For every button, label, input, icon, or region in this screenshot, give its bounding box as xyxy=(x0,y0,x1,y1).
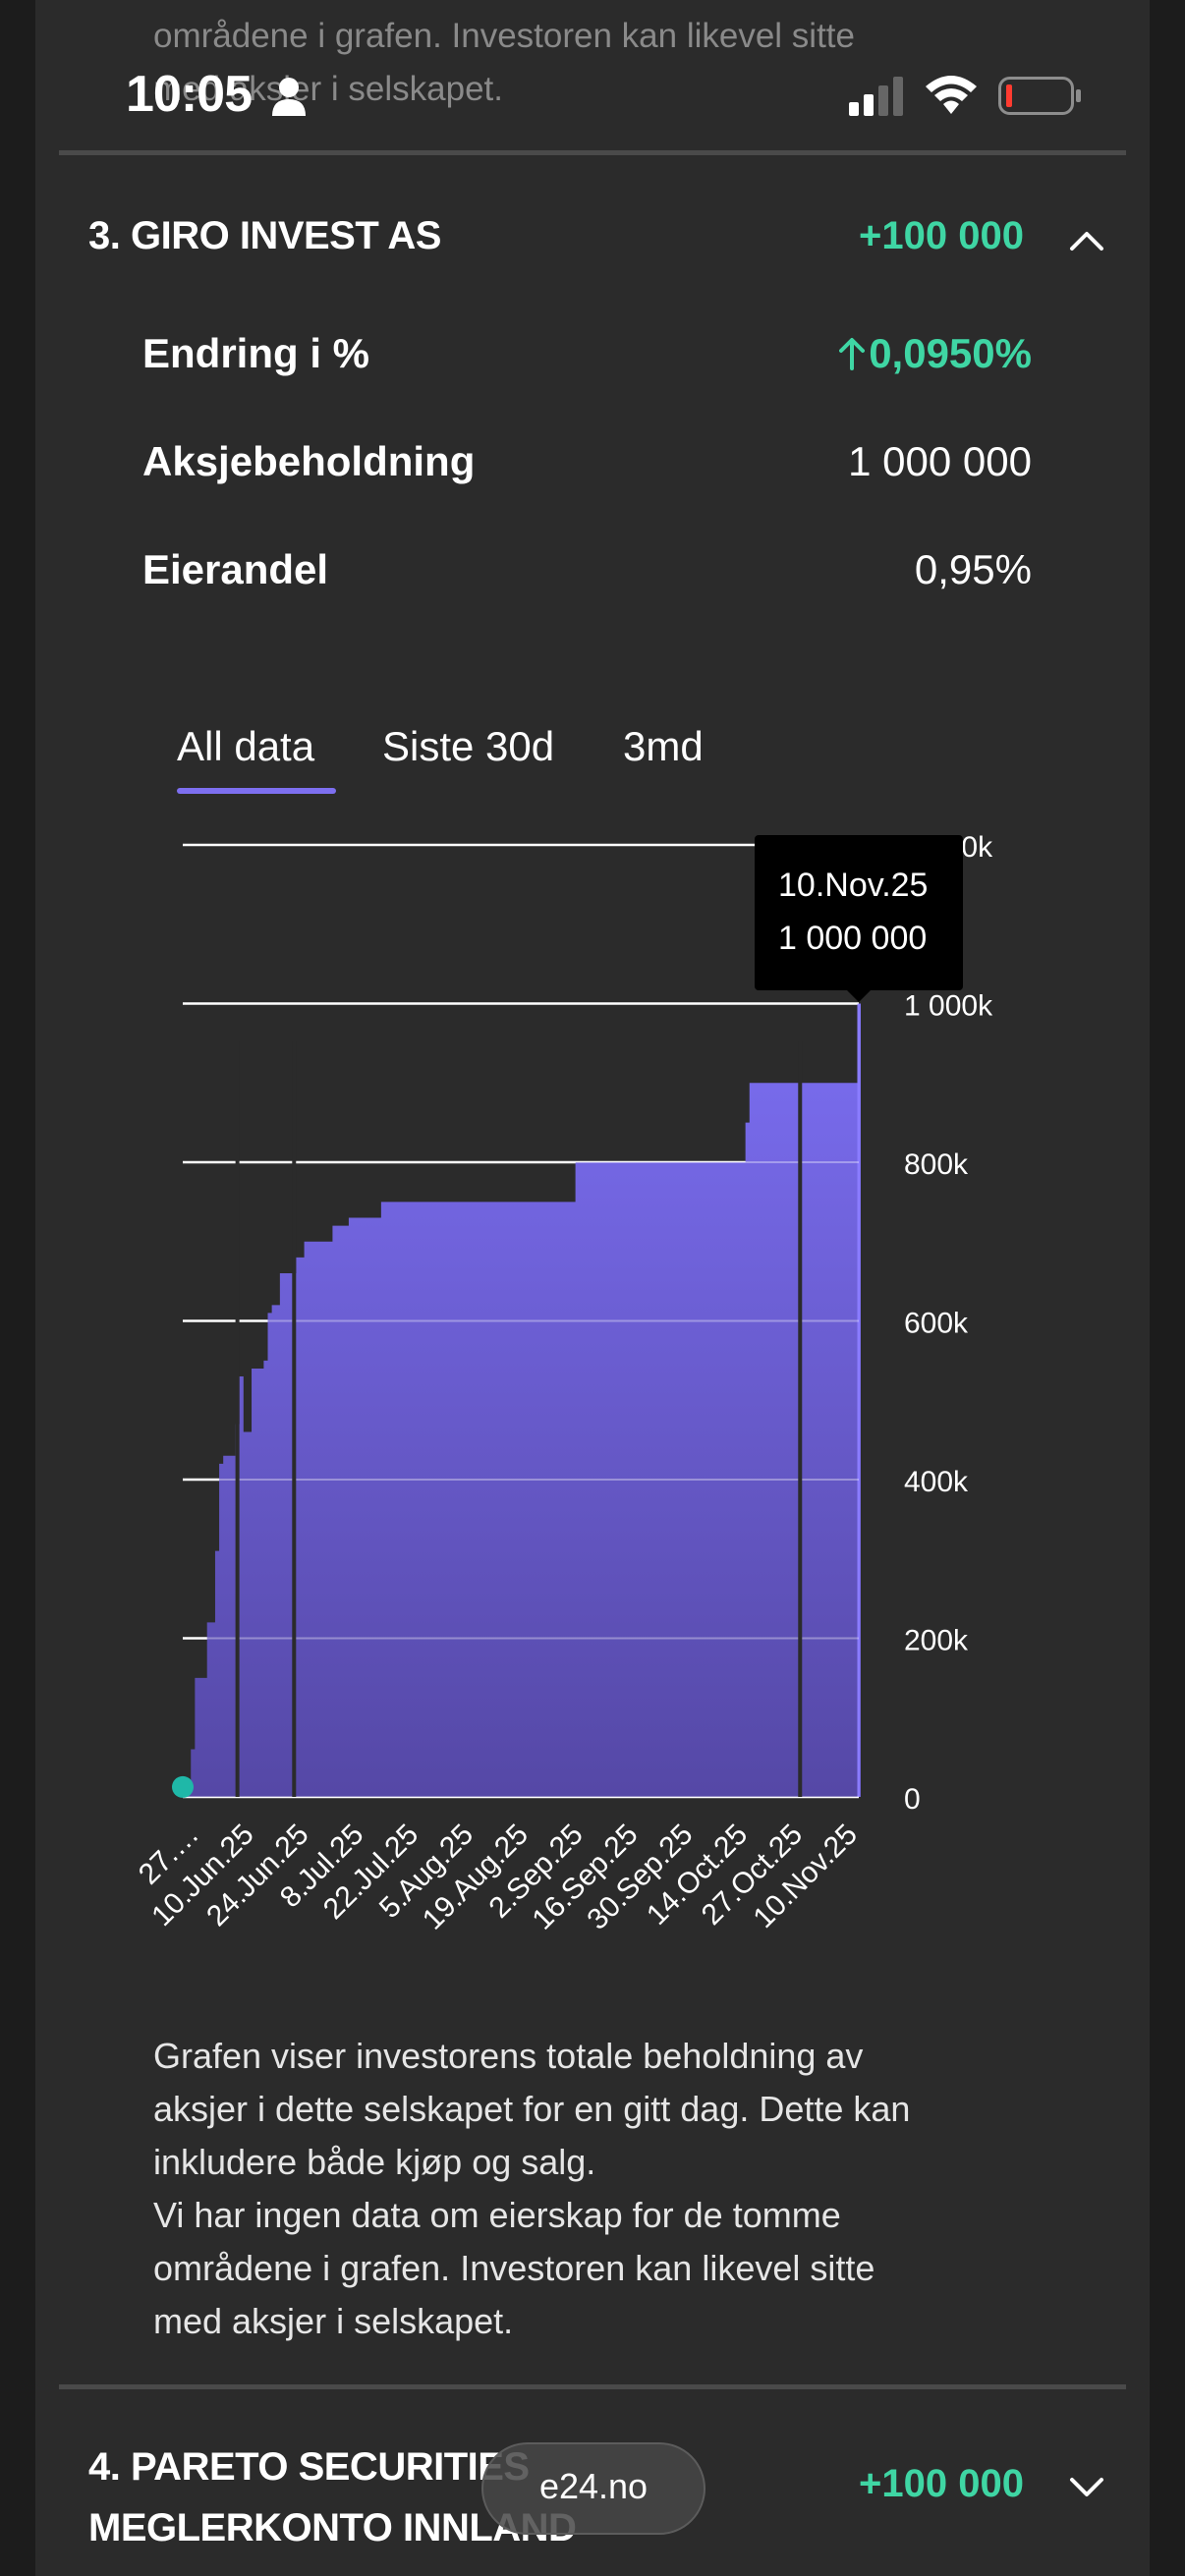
change-percent-label: Endring i % xyxy=(142,330,369,376)
description-line: med aksjer i selskapet. xyxy=(153,70,503,108)
section-delta: +100 000 xyxy=(859,214,1024,257)
next-section-title-line: 4. PARETO SECURITIES xyxy=(88,2445,530,2489)
tab-3-months[interactable]: 3md xyxy=(623,723,704,769)
holdings-value: 1 000 000 xyxy=(848,438,1032,484)
tab-all-data[interactable]: All data xyxy=(177,723,315,769)
chart-description: Grafen viser investorens totale beholdni… xyxy=(153,2030,1038,2348)
y-tick-label: 1 000k xyxy=(904,990,993,1023)
change-percent-number: 0,0950% xyxy=(869,330,1032,376)
tooltip-date: 10.Nov.25 xyxy=(778,867,929,904)
description-line: områdene i grafen. Investoren kan likeve… xyxy=(153,2248,875,2288)
ownership-value: 0,95% xyxy=(914,546,1032,592)
browser-url-pill[interactable]: e24.no xyxy=(481,2442,705,2535)
description-line: områdene i grafen. Investoren kan likeve… xyxy=(153,17,855,55)
section-divider xyxy=(59,2384,1126,2389)
holdings-area xyxy=(183,1003,861,1797)
wifi-icon xyxy=(926,76,977,114)
ownership-label: Eierandel xyxy=(142,546,329,592)
section-divider xyxy=(59,150,1126,155)
description-line: inkludere både kjøp og salg. xyxy=(153,2142,596,2182)
y-tick-label: 200k xyxy=(904,1625,969,1657)
arrow-up-icon xyxy=(839,338,866,370)
url-text: e24.no xyxy=(538,2466,649,2506)
chevron-down-icon[interactable] xyxy=(1069,2476,1104,2499)
description-line: Vi har ingen data om eierskap for de tom… xyxy=(153,2195,841,2235)
description-line: med aksjer i selskapet. xyxy=(153,2301,514,2341)
y-tick-label: 400k xyxy=(904,1466,969,1498)
y-tick-label: 600k xyxy=(904,1308,969,1340)
chart-tooltip: 10.Nov.25 1 000 000 xyxy=(755,835,963,990)
tab-last-30d[interactable]: Siste 30d xyxy=(382,723,555,769)
data-gap xyxy=(235,1041,240,1797)
battery-low-icon xyxy=(998,77,1081,115)
cellular-signal-icon xyxy=(849,77,903,116)
start-point-marker xyxy=(172,1775,194,1798)
section-title[interactable]: 3. GIRO INVEST AS xyxy=(88,214,441,257)
person-icon xyxy=(272,78,306,116)
active-tab-indicator xyxy=(177,788,336,794)
status-time: 10:05 xyxy=(126,66,253,123)
y-tick-label: 0 xyxy=(904,1783,921,1816)
tooltip-value: 1 000 000 xyxy=(778,920,928,957)
next-section-delta: +100 000 xyxy=(859,2462,1024,2505)
previous-section-description: områdene i grafen. Investoren kan likeve… xyxy=(153,10,1018,116)
y-tick-label: 800k xyxy=(904,1148,969,1181)
description-line: aksjer i dette selskapet for en gitt dag… xyxy=(153,2089,911,2129)
chevron-up-icon[interactable] xyxy=(1069,228,1104,252)
holdings-label: Aksjebeholdning xyxy=(142,438,476,484)
data-gap xyxy=(798,1041,803,1797)
change-percent-value: 0,0950% xyxy=(839,330,1032,377)
tooltip-pointer xyxy=(847,990,871,1002)
data-gap xyxy=(292,1041,297,1797)
description-line: Grafen viser investorens totale beholdni… xyxy=(153,2036,864,2076)
